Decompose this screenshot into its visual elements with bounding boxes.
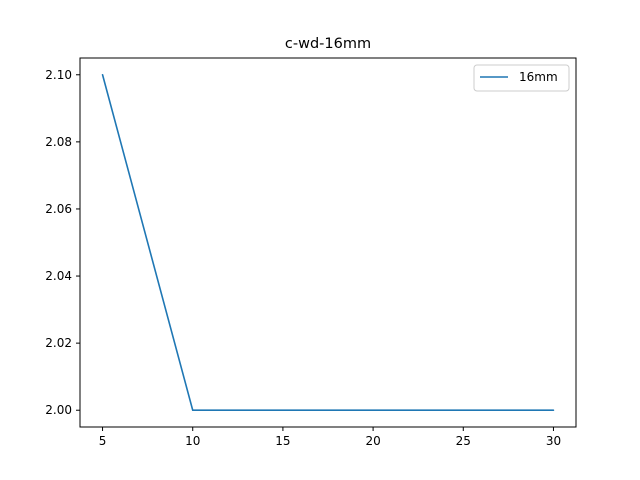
y-tick-label: 2.06 — [45, 202, 72, 216]
legend-box — [473, 64, 570, 92]
x-tick-label: 25 — [456, 434, 471, 448]
y-tick-label: 2.10 — [45, 68, 72, 82]
series-line-16mm — [101, 73, 555, 412]
x-axis: 5 10 15 20 25 30 — [99, 427, 561, 448]
series-layer — [101, 73, 555, 412]
x-tick-label: 5 — [99, 434, 107, 448]
y-tick-label: 2.00 — [45, 403, 72, 417]
y-axis: 2.00 2.02 2.04 2.06 2.08 2.10 — [45, 68, 80, 417]
x-tick-label: 20 — [365, 434, 380, 448]
plot-area — [79, 57, 577, 428]
x-tick-label: 10 — [185, 434, 200, 448]
x-tick-label: 30 — [546, 434, 561, 448]
chart-title: c-wd-16mm — [285, 36, 371, 52]
y-tick-label: 2.08 — [45, 135, 72, 149]
y-tick-label: 2.04 — [45, 269, 72, 283]
legend: 16mm — [473, 64, 570, 92]
legend-label: 16mm — [519, 70, 558, 84]
y-tick-label: 2.02 — [45, 336, 72, 350]
x-tick-label: 15 — [275, 434, 290, 448]
